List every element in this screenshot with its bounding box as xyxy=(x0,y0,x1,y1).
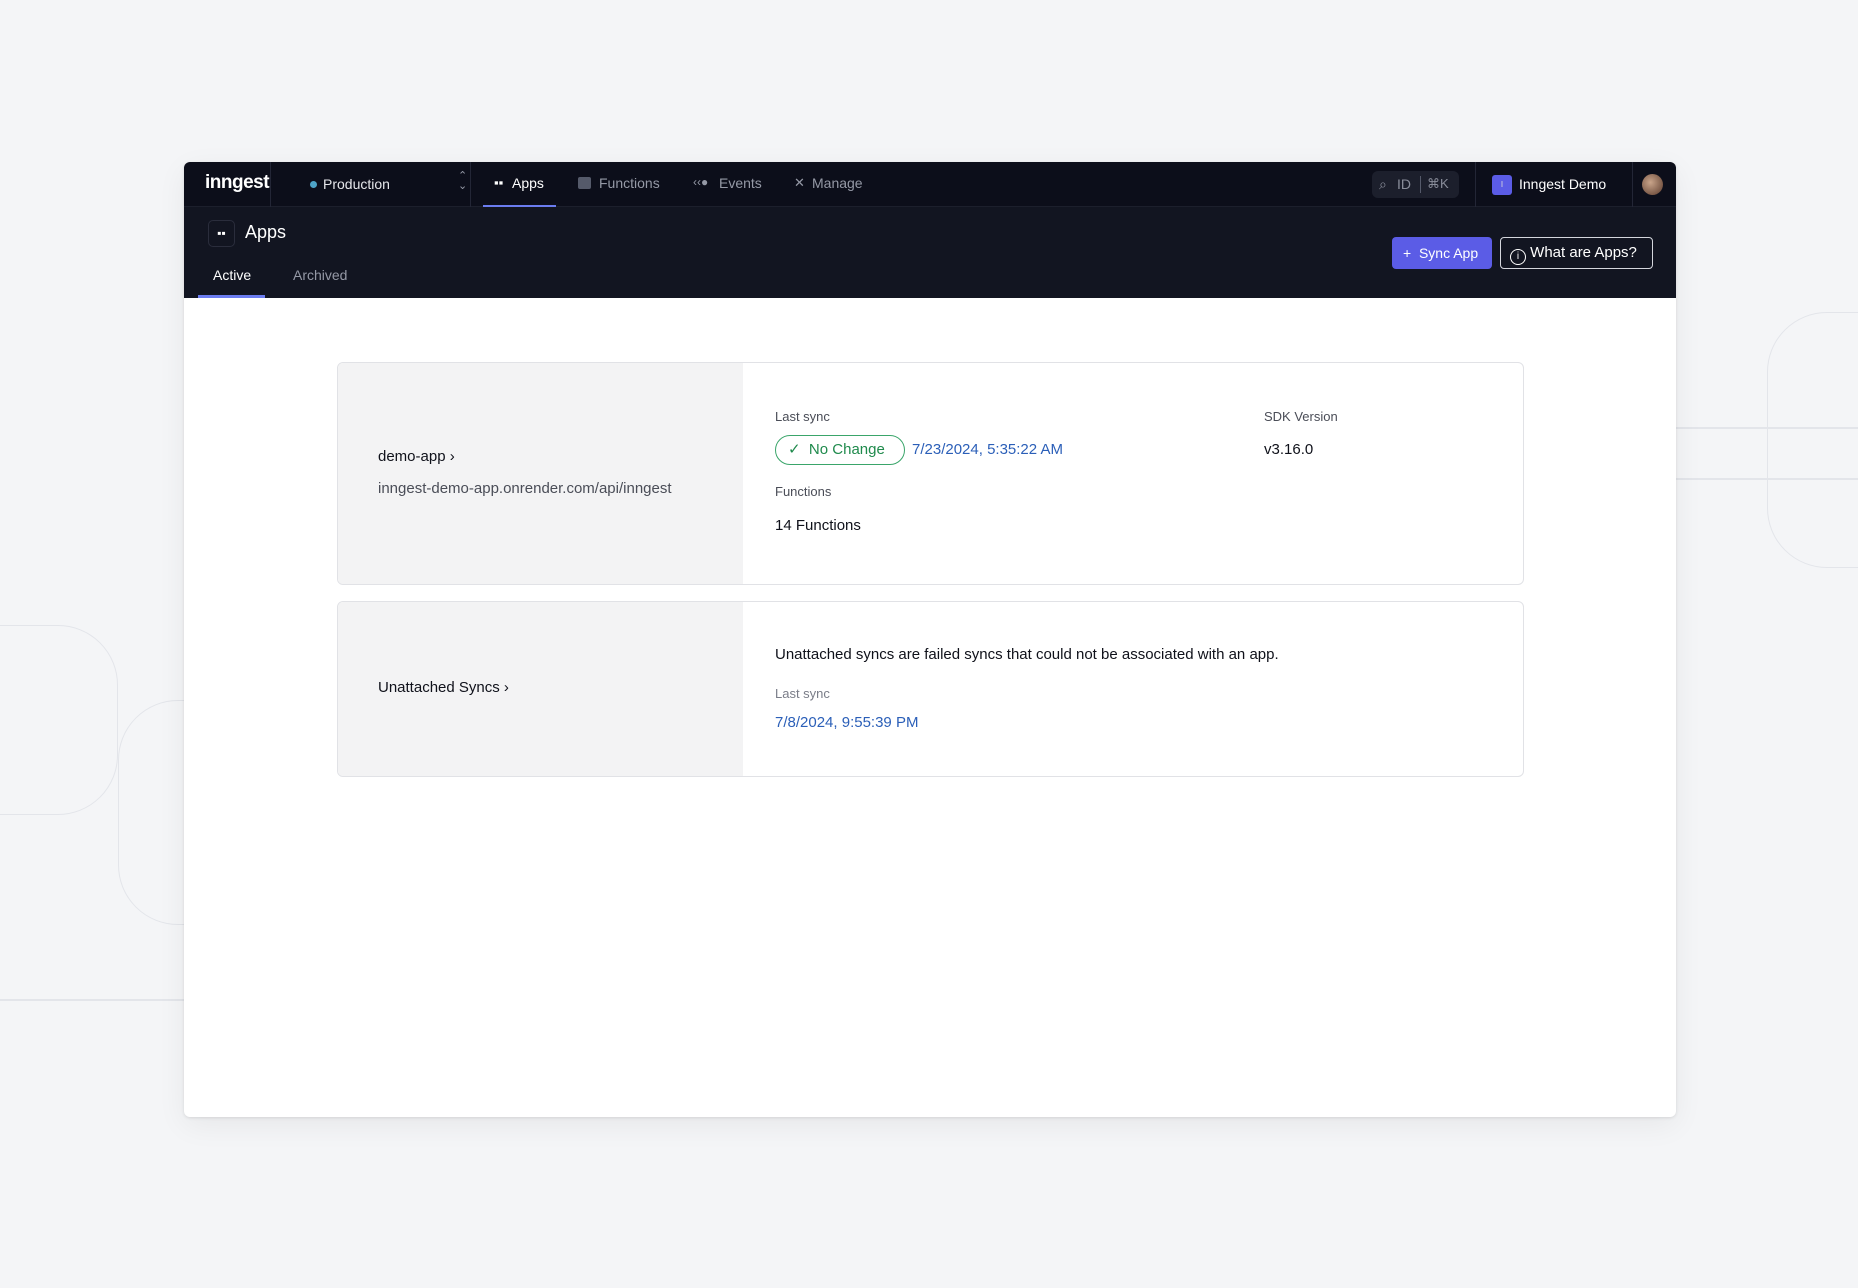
unattached-syncs-link[interactable]: Unattached Syncs › xyxy=(378,679,509,696)
sync-app-button[interactable]: + Sync App xyxy=(1392,237,1492,269)
events-icon: ‹‹● xyxy=(693,175,709,189)
tab-archived[interactable]: Archived xyxy=(293,267,348,283)
function-icon xyxy=(578,177,591,189)
background-decoration xyxy=(0,625,118,815)
chevron-right-icon: › xyxy=(503,679,509,696)
info-icon: i xyxy=(1510,249,1526,265)
unattached-description: Unattached syncs are failed syncs that c… xyxy=(775,646,1279,663)
app-window: inngest Production ⌃ ⌄ ▪▪ Apps Functions … xyxy=(184,162,1676,1117)
tools-icon: ✕ xyxy=(794,175,805,190)
nav-item-apps[interactable]: ▪▪ Apps xyxy=(483,162,556,207)
user-avatar[interactable] xyxy=(1642,174,1663,195)
environment-name: Production xyxy=(323,176,390,192)
plus-icon: + xyxy=(1403,245,1412,261)
background-decoration xyxy=(1767,312,1858,568)
page-title: Apps xyxy=(245,222,287,242)
background-line xyxy=(1676,427,1858,429)
page-header: ▪▪ Apps Active Archived + Sync App i Wha… xyxy=(184,207,1676,298)
chevron-up-down-icon: ⌃ ⌄ xyxy=(458,170,468,192)
unattached-syncs-card: Unattached Syncs › Unattached syncs are … xyxy=(337,601,1524,777)
apps-grid-icon: ▪▪ xyxy=(494,175,504,190)
tab-active[interactable]: Active xyxy=(213,267,252,283)
inngest-logo[interactable]: inngest xyxy=(205,172,270,193)
functions-count: 14 Functions xyxy=(775,517,861,534)
search-icon: ⌕ xyxy=(1379,176,1387,192)
org-switcher[interactable]: I Inngest Demo xyxy=(1492,162,1632,207)
search-button[interactable]: ⌕ ID ⌘K xyxy=(1372,171,1459,198)
unattached-last-sync-link[interactable]: 7/8/2024, 9:55:39 PM xyxy=(775,714,919,731)
environment-selector[interactable]: Production ⌃ ⌄ xyxy=(270,162,654,207)
background-line xyxy=(1676,478,1858,480)
sdk-version: v3.16.0 xyxy=(1264,441,1314,458)
environment-status-dot xyxy=(310,181,317,188)
top-nav: inngest Production ⌃ ⌄ ▪▪ Apps Functions … xyxy=(184,162,1676,207)
last-sync-link[interactable]: 7/23/2024, 5:35:22 AM xyxy=(912,441,1063,458)
chevron-right-icon: › xyxy=(449,448,455,465)
check-icon: ✓ xyxy=(788,441,801,458)
sync-status-badge: ✓ No Change xyxy=(775,435,905,465)
apps-grid-icon: ▪▪ xyxy=(208,220,235,247)
tab-active-underline xyxy=(198,295,265,298)
shortcut-hint: ⌘K xyxy=(1427,176,1449,191)
app-card-summary: demo-app › inngest-demo-app.onrender.com… xyxy=(338,363,743,584)
app-card: demo-app › inngest-demo-app.onrender.com… xyxy=(337,362,1524,585)
org-avatar: I xyxy=(1492,175,1512,195)
background-line xyxy=(0,999,184,1001)
what-are-apps-button[interactable]: i What are Apps? xyxy=(1500,237,1653,269)
app-url: inngest-demo-app.onrender.com/api/innges… xyxy=(378,480,672,497)
app-name-link[interactable]: demo-app › xyxy=(378,448,455,465)
